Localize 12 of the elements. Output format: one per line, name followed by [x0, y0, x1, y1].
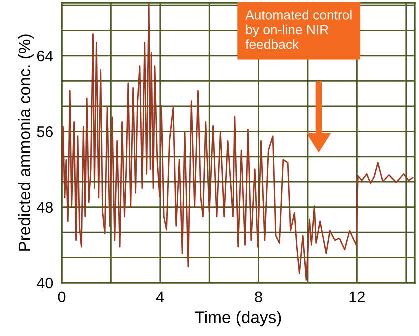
y-tick-label: 48 — [37, 202, 54, 214]
x-tick-label: 12 — [350, 292, 365, 302]
x-tick-label: 0 — [58, 292, 66, 303]
y-tick-label: 40 — [37, 278, 54, 289]
annotation: Automated control by on-line NIR feedback — [246, 10, 352, 50]
x-axis-title: Time (days) — [195, 311, 282, 327]
y-tick-label: 56 — [37, 126, 53, 138]
x-tick-label: 4 — [156, 292, 164, 302]
y-tick-label: 64 — [37, 50, 54, 62]
x-tick-label: 8 — [255, 292, 262, 303]
y-axis-title: Predicted ammonia conc. (%) — [18, 34, 34, 251]
line-series — [62, 3, 414, 281]
